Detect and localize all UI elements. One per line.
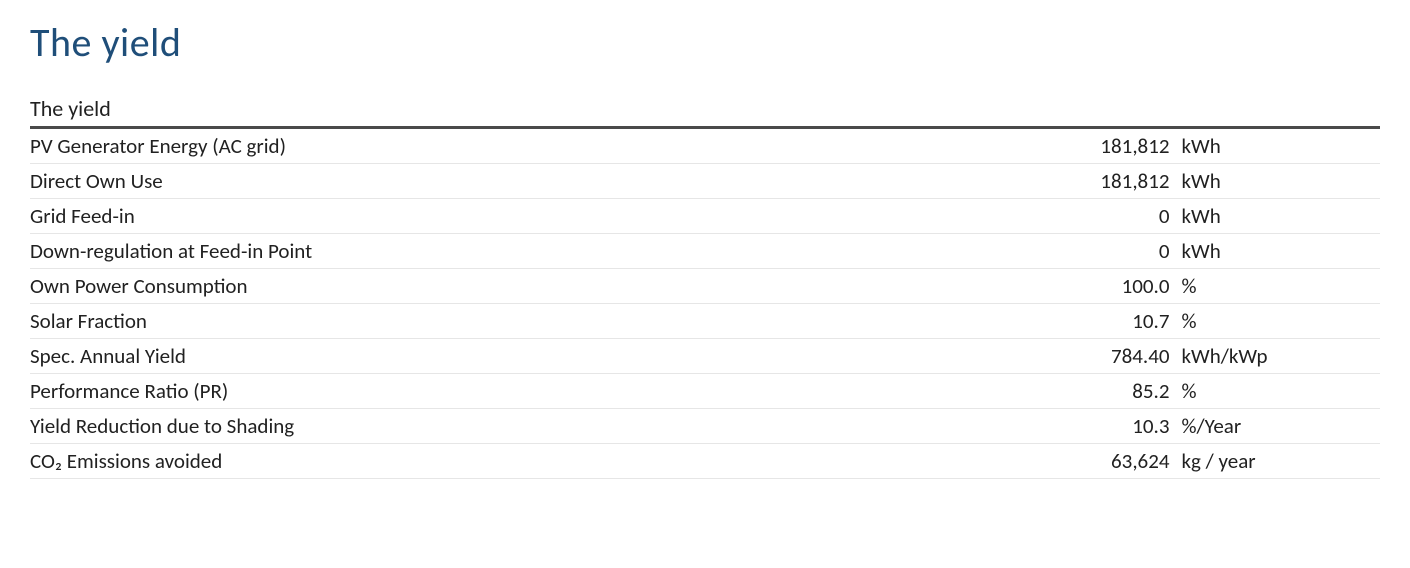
row-label: PV Generator Energy (AC grid) [30, 129, 1029, 164]
table-row: Own Power Consumption100.0% [30, 269, 1380, 304]
row-unit: kWh [1178, 199, 1381, 234]
table-row: Down-regulation at Feed-in Point0kWh [30, 234, 1380, 269]
row-label: CO₂ Emissions avoided [30, 444, 1029, 479]
table-row: Grid Feed-in0kWh [30, 199, 1380, 234]
row-unit: kWh [1178, 234, 1381, 269]
row-unit: kWh/kWp [1178, 339, 1381, 374]
row-value: 0 [1029, 199, 1178, 234]
table-row: Spec. Annual Yield784.40kWh/kWp [30, 339, 1380, 374]
table-row: Yield Reduction due to Shading10.3%/Year [30, 409, 1380, 444]
yield-table-body: PV Generator Energy (AC grid)181,812kWhD… [30, 129, 1380, 479]
row-value: 100.0 [1029, 269, 1178, 304]
row-label: Down-regulation at Feed-in Point [30, 234, 1029, 269]
row-value: 10.7 [1029, 304, 1178, 339]
table-row: Solar Fraction10.7% [30, 304, 1380, 339]
row-label: Grid Feed-in [30, 199, 1029, 234]
row-unit: %/Year [1178, 409, 1381, 444]
row-unit: kWh [1178, 164, 1381, 199]
row-unit: % [1178, 269, 1381, 304]
row-value: 10.3 [1029, 409, 1178, 444]
row-label: Spec. Annual Yield [30, 339, 1029, 374]
section-title: The yield [30, 95, 1380, 129]
row-unit: % [1178, 374, 1381, 409]
row-label: Own Power Consumption [30, 269, 1029, 304]
row-unit: % [1178, 304, 1381, 339]
row-value: 181,812 [1029, 129, 1178, 164]
yield-table: PV Generator Energy (AC grid)181,812kWhD… [30, 129, 1380, 479]
row-value: 63,624 [1029, 444, 1178, 479]
row-value: 85.2 [1029, 374, 1178, 409]
row-label: Direct Own Use [30, 164, 1029, 199]
row-label: Performance Ratio (PR) [30, 374, 1029, 409]
row-label: Yield Reduction due to Shading [30, 409, 1029, 444]
row-value: 784.40 [1029, 339, 1178, 374]
row-label: Solar Fraction [30, 304, 1029, 339]
table-row: PV Generator Energy (AC grid)181,812kWh [30, 129, 1380, 164]
table-row: CO₂ Emissions avoided63,624kg / year [30, 444, 1380, 479]
row-value: 181,812 [1029, 164, 1178, 199]
row-unit: kWh [1178, 129, 1381, 164]
row-value: 0 [1029, 234, 1178, 269]
row-unit: kg / year [1178, 444, 1381, 479]
page-title: The yield [30, 18, 1380, 67]
table-row: Direct Own Use181,812kWh [30, 164, 1380, 199]
table-row: Performance Ratio (PR)85.2% [30, 374, 1380, 409]
